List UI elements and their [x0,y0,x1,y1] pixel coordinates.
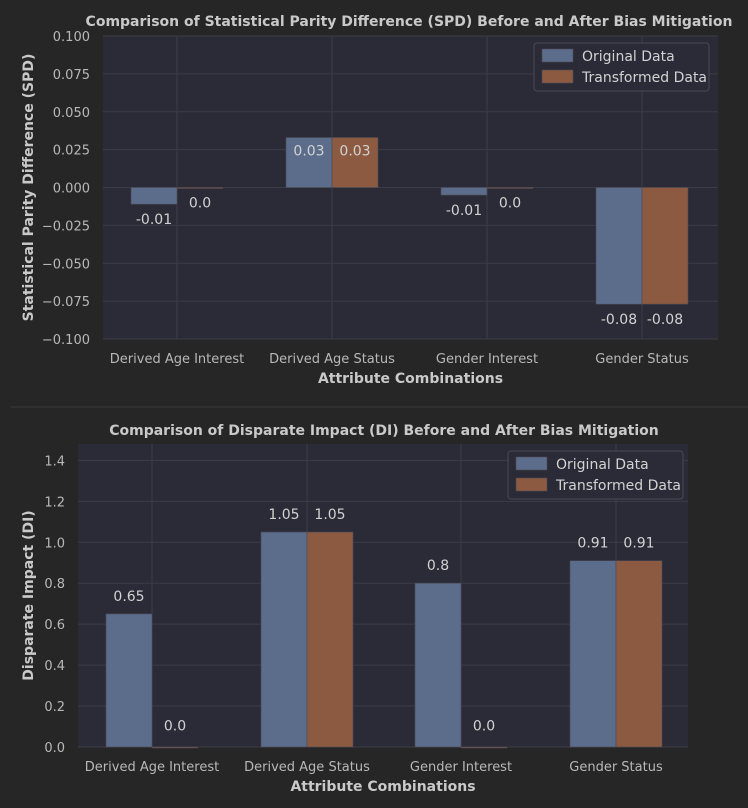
bar-transformed [460,746,508,749]
bar-value-label: 0.03 [339,144,370,160]
y-tick-label: 0.000 [53,182,90,197]
bar-transformed [331,137,379,188]
bar-value-label: 0.91 [577,536,608,552]
bar-transformed [615,560,663,748]
legend-label: Transformed Data [581,70,707,86]
y-tick-label: −0.100 [42,333,90,348]
bar-original [105,613,153,748]
y-tick-label: −0.025 [42,219,90,234]
legend-swatch [515,477,548,492]
bar-transformed [306,531,354,748]
x-tick-label: Derived Age Interest [110,352,244,367]
x-tick-label: Derived Age Status [269,352,395,367]
legend: Original Data Transformed Data [507,450,684,500]
y-tick-label: 0.8 [44,577,65,592]
bar-value-label: 0.0 [499,196,521,212]
spd-chart: −0.100 −0.075 −0.050 −0.025 0.000 0.025 0.050 0… [21,14,732,387]
x-tick-label: Gender Interest [436,352,538,367]
x-tick-label: Gender Interest [410,760,512,775]
bar-value-label: 1.05 [314,507,345,523]
bar-value-label: 0.65 [113,589,144,605]
legend-label: Transformed Data [555,478,681,494]
y-tick-label: −0.075 [42,295,90,310]
chart-title: Comparison of Statistical Parity Differe… [86,14,733,30]
legend-frame [533,42,710,92]
bar-transformed [641,187,689,305]
y-axis-label: Disparate Impact (DI) [21,510,37,680]
y-tick-label: 0.0 [44,741,65,756]
y-tick-label: 0.050 [53,106,90,121]
y-tick-label: 0.075 [53,68,90,83]
x-tick-label: Derived Age Status [244,760,370,775]
bar-value-label: 1.05 [268,507,299,523]
bar-original [285,137,333,188]
di-chart: 0.0 0.2 0.4 0.6 0.8 1.0 1.2 1.4 0.65 1.05 0.8 0.91 0… [21,423,688,795]
y-axis-label: Statistical Parity Difference (SPD) [21,54,37,322]
x-axis-label: Attribute Combinations [318,371,503,387]
legend-label: Original Data [556,457,649,473]
legend-frame [507,450,684,500]
bar-transformed [176,187,224,189]
legend-swatch [541,69,574,84]
y-tick-label: 0.2 [44,700,65,715]
bar-original [440,187,488,196]
bar-transformed [486,187,534,189]
bar-value-label: -0.01 [446,203,482,219]
x-tick-label: Gender Status [569,760,663,775]
x-tick-label: Derived Age Interest [85,760,219,775]
bar-original [414,582,462,748]
y-tick-label: 0.100 [53,30,90,45]
bar-original [569,560,617,748]
bar-original [595,187,643,305]
y-tick-label: 0.4 [44,659,65,674]
bar-value-label: 0.03 [293,144,324,160]
bar-value-label: 0.0 [164,719,186,735]
bar-original [130,187,178,205]
bar-value-label: -0.08 [647,312,683,328]
legend-swatch [515,456,548,471]
y-tick-label: 0.025 [53,144,90,159]
y-tick-label: −0.050 [42,257,90,272]
bar-transformed [151,746,199,749]
x-tick-label: Gender Status [595,352,689,367]
bar-value-label: -0.01 [136,212,172,228]
chart-title: Comparison of Disparate Impact (DI) Befo… [109,423,659,439]
y-tick-label: 1.2 [44,495,65,510]
legend-swatch [541,48,574,63]
bar-value-label: -0.08 [601,312,637,328]
bar-value-label: 0.8 [427,558,449,574]
legend-label: Original Data [582,49,675,65]
y-tick-label: 0.6 [44,618,65,633]
bar-original [260,531,308,748]
bar-value-label: 0.0 [473,719,495,735]
y-tick-label: 1.4 [44,454,65,469]
legend: Original Data Transformed Data [533,42,710,92]
x-axis-label: Attribute Combinations [290,779,475,795]
bar-value-label: 0.91 [623,536,654,552]
y-tick-label: 1.0 [44,536,65,551]
bar-value-label: 0.0 [189,196,211,212]
